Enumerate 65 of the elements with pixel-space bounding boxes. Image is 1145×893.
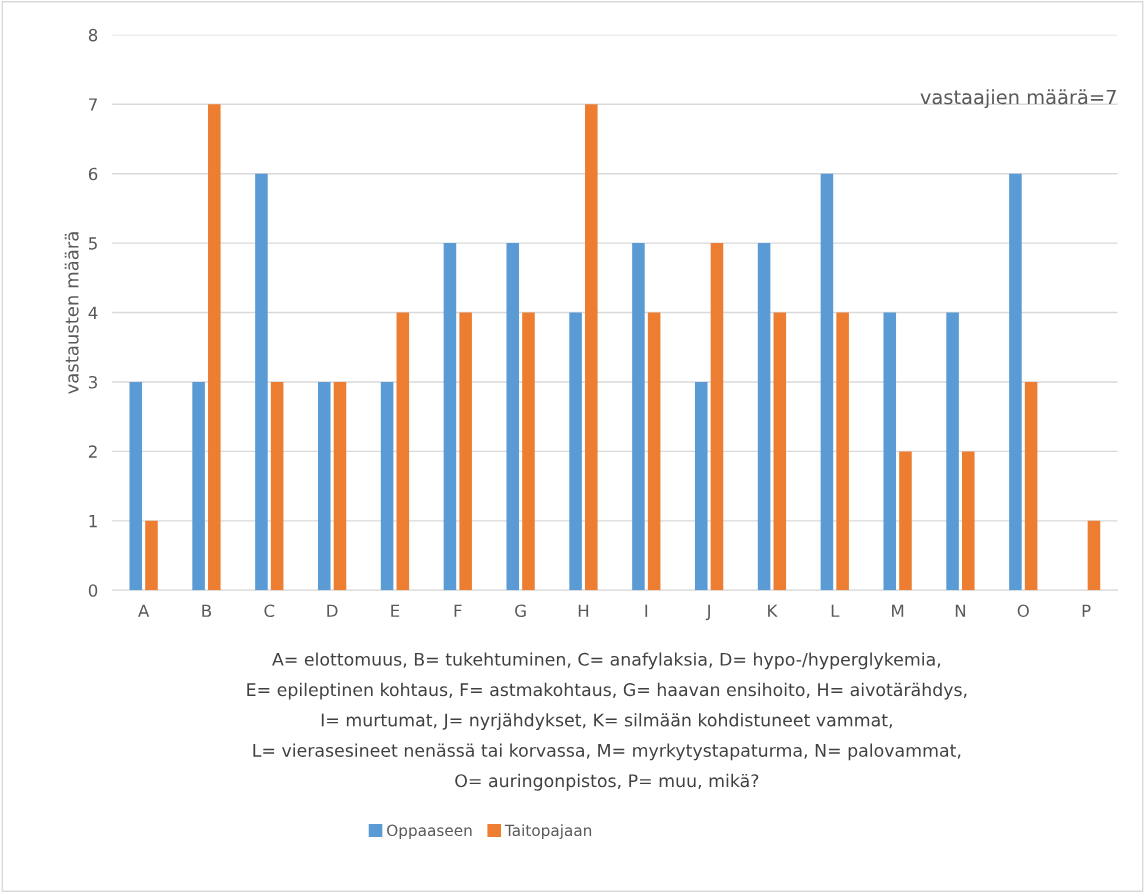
x-tick-label: N (955, 604, 966, 617)
y-tick-label: 2 (88, 445, 97, 458)
text: O= auringonpistos, P= muu, mikä? (455, 773, 759, 791)
bar (129, 381, 143, 591)
bar (1024, 381, 1038, 591)
x-tick-label: A (138, 604, 150, 617)
x-tick-label: P (1082, 604, 1091, 617)
bar (380, 381, 394, 591)
bar (270, 381, 284, 591)
bar (317, 381, 331, 591)
x-tick-label: F (454, 604, 462, 617)
bar (883, 312, 897, 591)
x-tick-label: M (892, 604, 904, 617)
y-tick-label: 0 (88, 584, 98, 597)
y-tick-label: 8 (88, 28, 98, 42)
bar (255, 173, 268, 591)
legend-label: Oppaaseen (387, 824, 472, 840)
bar (333, 381, 347, 591)
y-tick-label: 6 (88, 167, 98, 181)
x-tick-label: I (645, 604, 648, 617)
text: L= vierasesineet nenässä tai korvassa, M= myrkytystapaturma, N= palovammat, (253, 743, 961, 761)
bar (443, 243, 457, 591)
bar (1087, 520, 1101, 591)
x-tick-label: O (1017, 604, 1029, 618)
bar (773, 312, 787, 591)
bar (208, 104, 221, 591)
bar (836, 312, 849, 591)
x-tick-label: E (391, 604, 400, 617)
x-tick-label: J (705, 604, 710, 621)
y-tick-label: 1 (89, 515, 97, 528)
x-tick-label: B (202, 604, 211, 617)
bar (962, 451, 975, 591)
x-tick-label: G (515, 604, 526, 618)
bar (710, 243, 724, 591)
bar (820, 173, 834, 591)
bar (459, 312, 472, 591)
bar (585, 104, 598, 591)
y-tick-label: 7 (89, 98, 97, 111)
bar (632, 243, 645, 591)
bar (396, 312, 410, 591)
x-tick-label: D (327, 604, 338, 617)
bar (899, 451, 912, 591)
bar (569, 312, 582, 591)
text: E= epileptinen kohtaus, F= astmakohtaus, G= haavan ensihoito, H= aivotärähdys, (247, 682, 967, 700)
x-tick-label: H (578, 604, 589, 617)
bar (694, 381, 708, 591)
bar (522, 312, 535, 591)
annotation: vastaajien määrä=7 (920, 89, 1116, 109)
bar (647, 312, 661, 591)
x-tick-label: K (768, 604, 778, 617)
bar (946, 312, 959, 591)
bar (1009, 173, 1022, 591)
y-axis-title: vastausten määrä (64, 232, 79, 394)
legend-label: Taitopajaan (504, 824, 592, 840)
bar (192, 381, 205, 591)
bar (506, 243, 520, 591)
y-tick-label: 3 (88, 375, 97, 389)
x-tick-label: C (264, 604, 275, 618)
text: I= murtumat, J= nyrjähdykset, K= silmään kohdistuneet vammat, (321, 713, 892, 730)
y-tick-label: 5 (89, 237, 97, 250)
text: A= elottomuus, B= tukehtuminen, C= anafylaksia, D= hypo-/hyperglykemia, (272, 652, 941, 670)
bar (757, 243, 771, 591)
x-tick-label: L (831, 604, 840, 617)
bar (145, 520, 158, 591)
y-tick-label: 4 (88, 306, 98, 319)
